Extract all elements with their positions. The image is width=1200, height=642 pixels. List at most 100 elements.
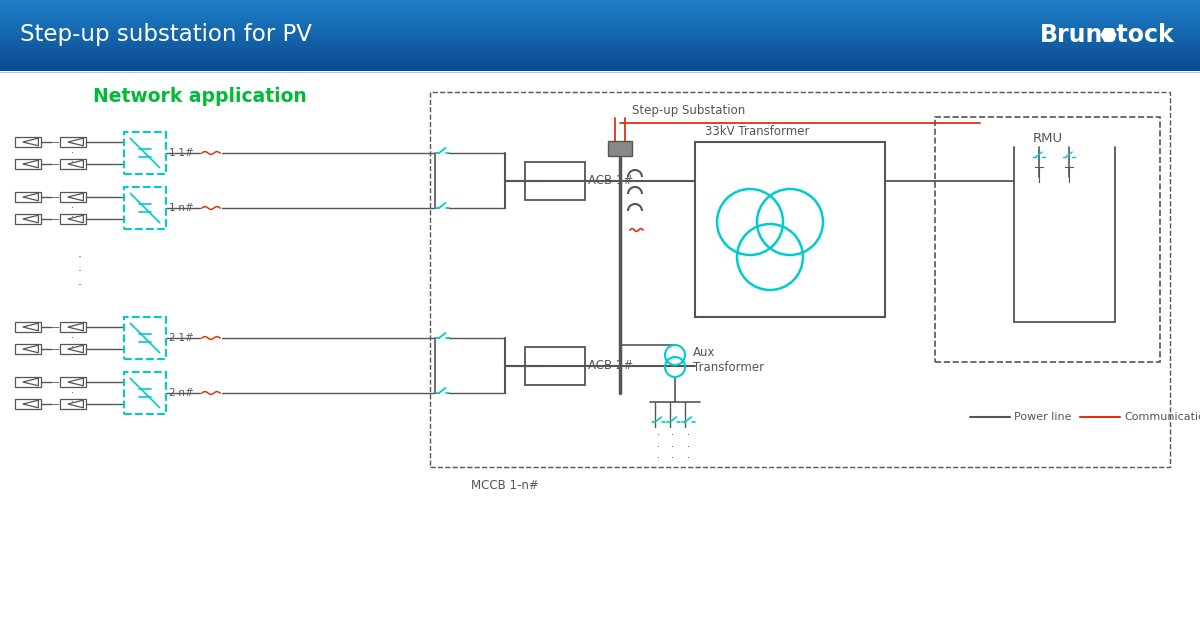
Bar <box>60 344 86 354</box>
Bar <box>0 17 1200 19</box>
Bar <box>0 37 1200 39</box>
Bar <box>0 2 1200 4</box>
Bar <box>0 63 1200 65</box>
Text: MCCB 1-n#: MCCB 1-n# <box>472 479 539 492</box>
Text: ·
·
·: · · · <box>78 252 82 293</box>
Text: —: — <box>49 159 59 169</box>
Bar <box>0 3 1200 4</box>
Text: Step-up Substation: Step-up Substation <box>632 104 745 117</box>
Bar <box>0 28 1200 30</box>
Bar <box>0 51 1200 53</box>
Text: Step-up substation for PV: Step-up substation for PV <box>20 23 312 46</box>
Bar <box>0 6 1200 7</box>
Text: ACB 2#: ACB 2# <box>588 359 634 372</box>
Bar <box>0 38 1200 40</box>
Text: ACB 1#: ACB 1# <box>588 174 634 187</box>
Bar <box>0 35 1200 37</box>
Bar <box>0 55 1200 56</box>
Bar <box>0 9 1200 11</box>
Bar <box>0 40 1200 42</box>
Bar <box>0 14 1200 15</box>
Text: ·
·
·: · · · <box>686 430 690 463</box>
Bar <box>0 12 1200 13</box>
Bar <box>0 30 1200 31</box>
Bar <box>60 399 86 409</box>
Bar <box>0 6 1200 8</box>
Bar <box>60 159 86 169</box>
Bar <box>0 57 1200 59</box>
Bar <box>0 1 1200 3</box>
Text: 2-n#: 2-n# <box>168 388 194 398</box>
Bar <box>0 60 1200 61</box>
Bar <box>935 117 1160 362</box>
Bar <box>0 58 1200 60</box>
Bar <box>14 399 41 409</box>
Bar <box>0 16 1200 18</box>
Bar <box>0 0 1200 1</box>
Bar <box>0 53 1200 55</box>
Bar <box>0 43 1200 44</box>
Bar <box>0 8 1200 10</box>
Bar <box>0 13 1200 14</box>
Bar <box>60 137 86 147</box>
Text: 33kV Transformer: 33kV Transformer <box>706 125 810 138</box>
Bar <box>0 39 1200 41</box>
Text: ·
·
·: · · · <box>72 324 74 352</box>
Text: Communication: Communication <box>1124 412 1200 422</box>
Text: 2-1#: 2-1# <box>168 333 194 343</box>
Bar <box>124 187 166 229</box>
Text: —: — <box>49 192 59 202</box>
Bar <box>0 46 1200 48</box>
Bar <box>124 372 166 414</box>
Bar <box>0 64 1200 66</box>
Text: —: — <box>49 214 59 224</box>
Text: 1-1#: 1-1# <box>168 148 194 158</box>
Bar <box>0 42 1200 43</box>
Bar <box>0 50 1200 51</box>
Bar <box>14 344 41 354</box>
Text: —: — <box>49 399 59 409</box>
Bar <box>0 49 1200 51</box>
Text: RMU: RMU <box>1032 132 1062 145</box>
Text: ·
·
·: · · · <box>672 430 674 463</box>
Bar <box>60 214 86 224</box>
Bar <box>0 4 1200 6</box>
Bar <box>14 214 41 224</box>
Bar <box>695 142 886 317</box>
Bar <box>0 22 1200 24</box>
Text: Aux
Transformer: Aux Transformer <box>694 346 764 374</box>
Bar <box>14 159 41 169</box>
Text: ·
·
·: · · · <box>72 194 74 222</box>
Bar <box>0 15 1200 17</box>
Bar <box>0 32 1200 33</box>
Bar <box>14 322 41 332</box>
Text: 1-n#: 1-n# <box>168 203 194 213</box>
Text: ⬣: ⬣ <box>1099 25 1116 44</box>
Text: Brunstock: Brunstock <box>1040 22 1175 47</box>
Text: ·
·
·: · · · <box>72 139 74 167</box>
Bar <box>0 20 1200 22</box>
Bar <box>0 24 1200 26</box>
Bar <box>0 48 1200 49</box>
Bar <box>0 24 1200 25</box>
Bar <box>608 141 632 156</box>
Bar <box>0 21 1200 23</box>
Bar <box>14 137 41 147</box>
Bar <box>0 34 1200 36</box>
Bar <box>0 27 1200 29</box>
Bar <box>430 92 1170 467</box>
Bar <box>0 65 1200 67</box>
Bar <box>0 67 1200 69</box>
Bar <box>0 45 1200 47</box>
Bar <box>0 31 1200 32</box>
Bar <box>0 56 1200 58</box>
Bar <box>526 347 586 385</box>
Bar <box>60 192 86 202</box>
Bar <box>124 132 166 174</box>
Bar <box>0 61 1200 62</box>
Bar <box>0 69 1200 71</box>
Text: Network application: Network application <box>94 87 307 107</box>
Bar <box>0 62 1200 64</box>
Text: Power line: Power line <box>1014 412 1072 422</box>
Bar <box>0 19 1200 21</box>
